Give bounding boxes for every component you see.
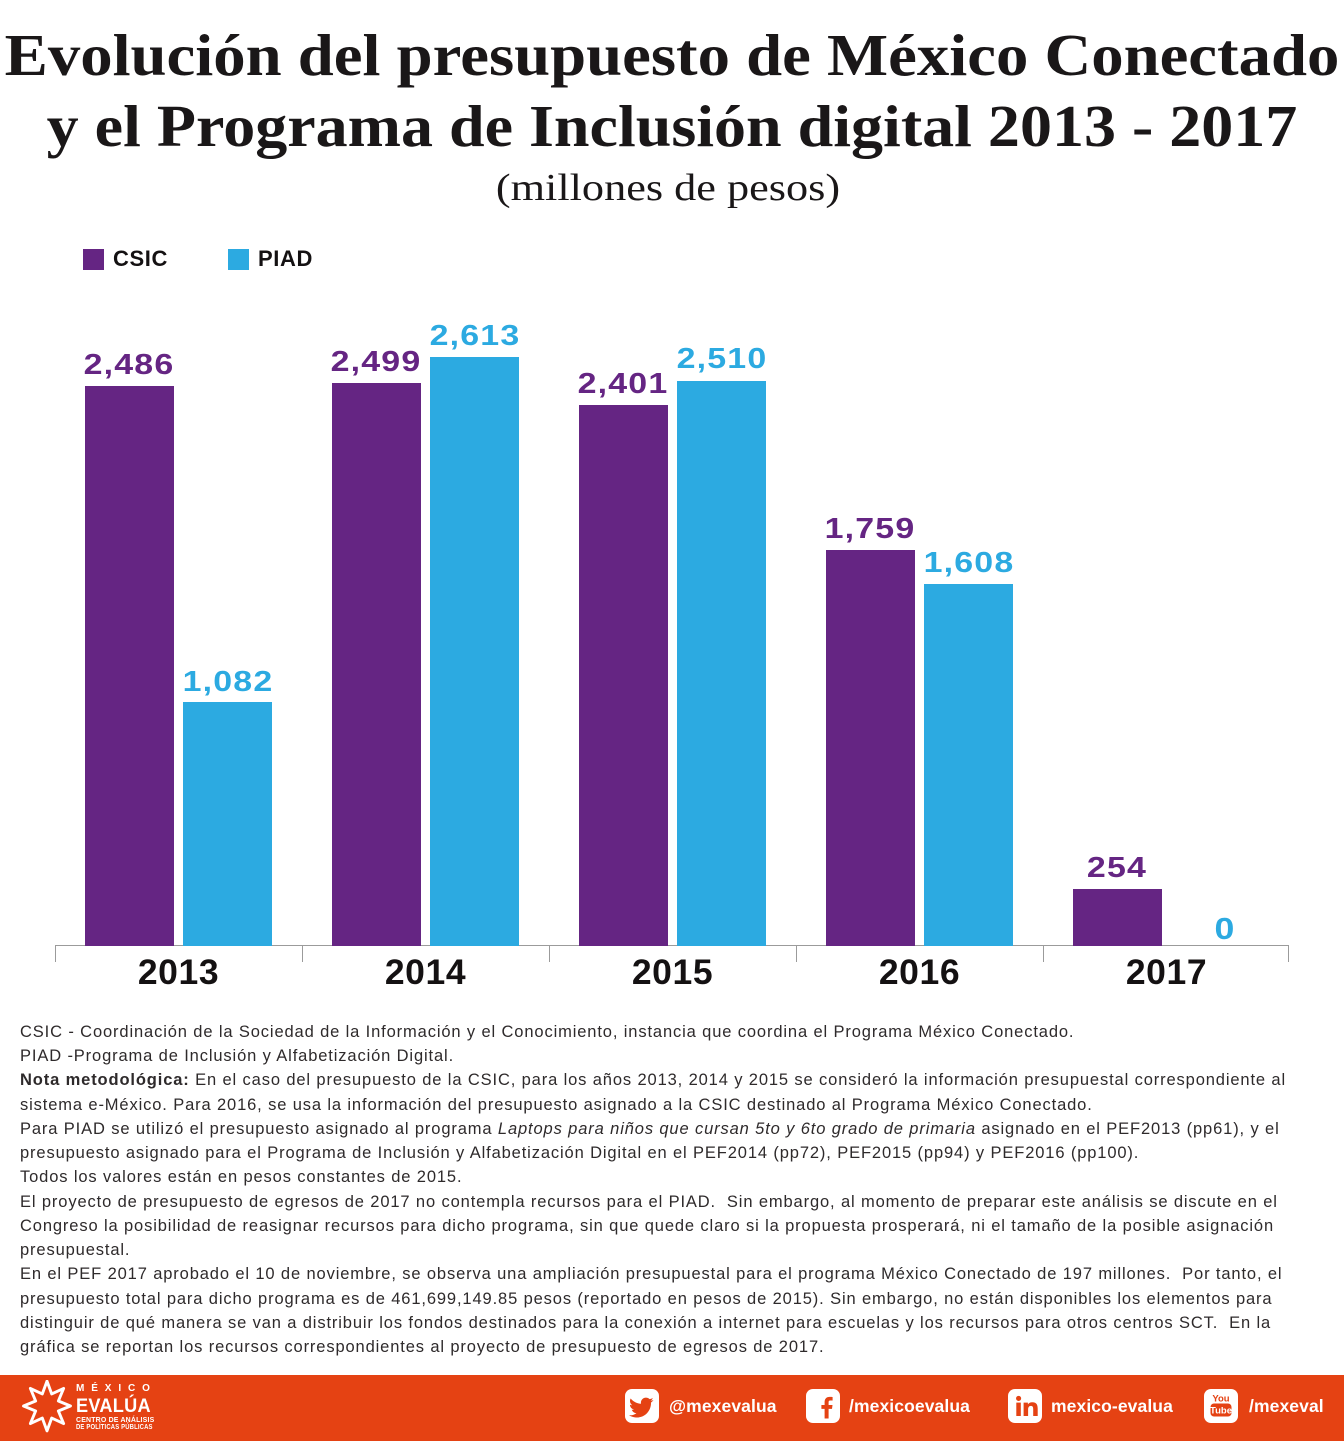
svg-text:You: You	[1212, 1394, 1229, 1405]
svg-text:Tube: Tube	[1210, 1406, 1232, 1417]
